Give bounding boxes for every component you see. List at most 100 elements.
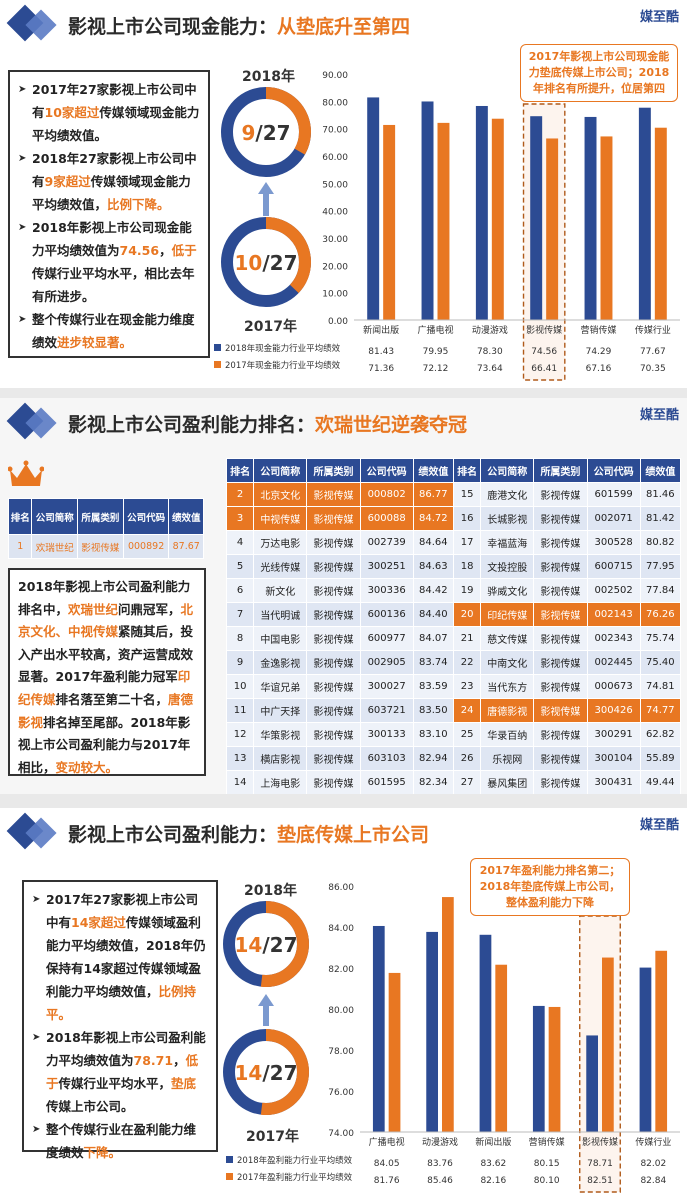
table-row: 3 中视传媒 影视传媒 600088 84.72 16 长城影视 影视传媒 002071 81.4… bbox=[225, 506, 682, 531]
column-header: 公司简称 bbox=[480, 458, 535, 483]
legend-item: 2018年现金能力行业平均绩效 bbox=[214, 342, 340, 354]
table-cell: 影视传媒 bbox=[306, 602, 361, 627]
y-tick-label: 74.00 bbox=[328, 1129, 354, 1139]
table-cell: 000673 bbox=[586, 674, 641, 699]
legend-swatch bbox=[226, 1156, 233, 1163]
data-label: 72.12 bbox=[423, 364, 449, 374]
table-cell: 601595 bbox=[359, 770, 414, 795]
table-cell: 影视传媒 bbox=[306, 554, 361, 579]
column-header: 排名 bbox=[225, 458, 255, 483]
table-cell: 中南文化 bbox=[480, 650, 535, 675]
x-tick-label: 营销传媒 bbox=[529, 1136, 565, 1148]
highlight-text: 下降。 bbox=[83, 1145, 122, 1160]
year-label-bottom: 2017年 bbox=[246, 1129, 299, 1145]
table-cell: 75.40 bbox=[639, 650, 682, 675]
bullet-point: 整个传媒行业在盈利能力维度绩效下降。 bbox=[32, 1118, 208, 1164]
summary-textbox: 2017年27家影视上市公司中有14家超过传媒领域盈利能力平均绩效值，2018年… bbox=[22, 880, 218, 1160]
panel-header: 影视上市公司现金能力：从垫底升至第四 媒至酷 bbox=[0, 0, 687, 50]
data-label: 82.51 bbox=[587, 1176, 613, 1186]
table-cell: 影视传媒 bbox=[306, 698, 361, 723]
y-tick-label: 40.00 bbox=[322, 208, 348, 218]
panel-header: 影视上市公司盈利能力：垫底传媒上市公司 媒至酷 bbox=[0, 808, 687, 858]
highlight-text: 变动较大。 bbox=[55, 759, 119, 775]
table-row: 2 北京文化 影视传媒 000802 86.77 15 鹿港文化 影视传媒 601599 81.4… bbox=[225, 482, 682, 507]
column-header: 绩效值 bbox=[639, 458, 682, 483]
table-cell: 影视传媒 bbox=[306, 506, 361, 531]
table-row: 9 金逸影视 影视传媒 002905 83.74 22 中南文化 影视传媒 002445 75.4… bbox=[225, 650, 682, 675]
table-cell: 华录百纳 bbox=[480, 722, 535, 747]
body-text: ， bbox=[173, 1053, 186, 1068]
table-cell: 影视传媒 bbox=[306, 674, 361, 699]
table-cell: 华谊兄弟 bbox=[253, 674, 308, 699]
table-cell: 乐视网 bbox=[480, 746, 535, 771]
ring-fill bbox=[221, 217, 311, 307]
table-cell: 002905 bbox=[359, 650, 414, 675]
table-cell: 603721 bbox=[359, 698, 414, 723]
table-cell: 万达电影 bbox=[253, 530, 308, 555]
highlight-text: 9家超过 bbox=[44, 174, 91, 189]
highlight-text: 欢瑞世纪 bbox=[68, 601, 119, 617]
table-cell: 影视传媒 bbox=[533, 650, 588, 675]
table-cell: 当代明诚 bbox=[253, 602, 308, 627]
data-label: 66.41 bbox=[531, 364, 557, 374]
x-tick-label: 营销传媒 bbox=[580, 324, 616, 336]
bar bbox=[586, 1035, 598, 1132]
body-text: 传媒上市公司。 bbox=[46, 1099, 134, 1114]
data-label: 82.02 bbox=[640, 1159, 666, 1169]
table-cell: 鹿港文化 bbox=[480, 482, 535, 507]
data-label: 78.71 bbox=[587, 1159, 613, 1169]
table-cell: 影视传媒 bbox=[533, 602, 588, 627]
table-cell: 82.94 bbox=[412, 746, 454, 771]
y-tick-label: 86.00 bbox=[328, 883, 354, 893]
bar bbox=[495, 964, 508, 1132]
ring-label: 14/27 bbox=[235, 1061, 298, 1085]
highlight-text: 比例下降。 bbox=[107, 197, 170, 212]
bar bbox=[388, 972, 401, 1132]
highlight-frame bbox=[522, 103, 566, 381]
table-cell: 暴风集团 bbox=[480, 770, 535, 795]
table-cell: 81.42 bbox=[639, 506, 682, 531]
table-cell: 20 bbox=[452, 602, 482, 627]
table-cell: 影视传媒 bbox=[306, 530, 361, 555]
body-text: 问鼎冠军， bbox=[118, 601, 181, 617]
table-cell: 1 bbox=[7, 534, 33, 559]
table-cell: 300431 bbox=[586, 770, 641, 795]
table-cell: 22 bbox=[452, 650, 482, 675]
cash-ability-chart: 0.00 10.00 20.00 30.00 40.00 50.00 60.00 70.00 8… bbox=[322, 71, 680, 381]
table-cell: 74.77 bbox=[639, 698, 682, 723]
table-cell: 300251 bbox=[359, 554, 414, 579]
table-cell: 幸福蓝海 bbox=[480, 530, 535, 555]
year-label-bottom: 2017年 bbox=[244, 319, 297, 335]
bar bbox=[638, 107, 651, 320]
year-label-top: 2018年 bbox=[244, 883, 297, 899]
table-row: 12 华策影视 影视传媒 300133 83.10 25 华录百纳 影视传媒 300291 62.… bbox=[225, 722, 682, 747]
data-label: 71.36 bbox=[368, 364, 394, 374]
table-cell: 601599 bbox=[586, 482, 641, 507]
data-label: 82.16 bbox=[480, 1176, 506, 1186]
table-cell: 600088 bbox=[359, 506, 414, 531]
column-header: 公司代码 bbox=[359, 458, 414, 483]
bullet-point: 2018年影视上市公司现金能力平均绩效值为74.56，低于传媒行业平均水平，相比… bbox=[18, 216, 200, 308]
table-cell: 77.84 bbox=[639, 578, 682, 603]
body-text: 2017年27家影视上市公司中有 bbox=[32, 82, 197, 120]
data-label: 84.05 bbox=[374, 1159, 400, 1169]
data-label: 85.46 bbox=[427, 1176, 453, 1186]
y-tick-label: 30.00 bbox=[322, 235, 348, 245]
profit-ability-panel: 影视上市公司盈利能力：垫底传媒上市公司 媒至酷 2017年27家影视上市公司中有… bbox=[0, 808, 687, 1202]
bullet-point: 2018年27家影视上市公司中有9家超过传媒领域现金能力平均绩效值，比例下降。 bbox=[18, 147, 200, 216]
bar bbox=[383, 124, 396, 320]
table-cell: 横店影视 bbox=[253, 746, 308, 771]
body-text: 整个传媒行业在现金能力维度绩效 bbox=[32, 312, 195, 350]
bar bbox=[372, 925, 385, 1132]
table-cell: 84.40 bbox=[412, 602, 454, 627]
table-cell: 欢瑞世纪 bbox=[31, 534, 79, 559]
diamond-logo-icon bbox=[6, 402, 66, 444]
table-cell: 中广天择 bbox=[253, 698, 308, 723]
table-cell: 002445 bbox=[586, 650, 641, 675]
profit-ranking-panel: 影视上市公司盈利能力排名：欢瑞世纪逆袭夺冠 媒至酷 排名 公司简称 所属类别 公司代码… bbox=[0, 398, 687, 795]
table-cell: 300336 bbox=[359, 578, 414, 603]
highlight-text: 垫底 bbox=[171, 1076, 197, 1091]
ranking-table: 排名 公司简称 所属类别 公司代码 绩效值 排名 公司简称 所属类别 公司代码 绩效值 2 北京文化影… bbox=[225, 458, 682, 795]
callout-box: 2017年盈利能力排名第二；2018年垫底传媒上市公司，整体盈利能力下降 bbox=[470, 858, 630, 916]
table-cell: 84.64 bbox=[412, 530, 454, 555]
